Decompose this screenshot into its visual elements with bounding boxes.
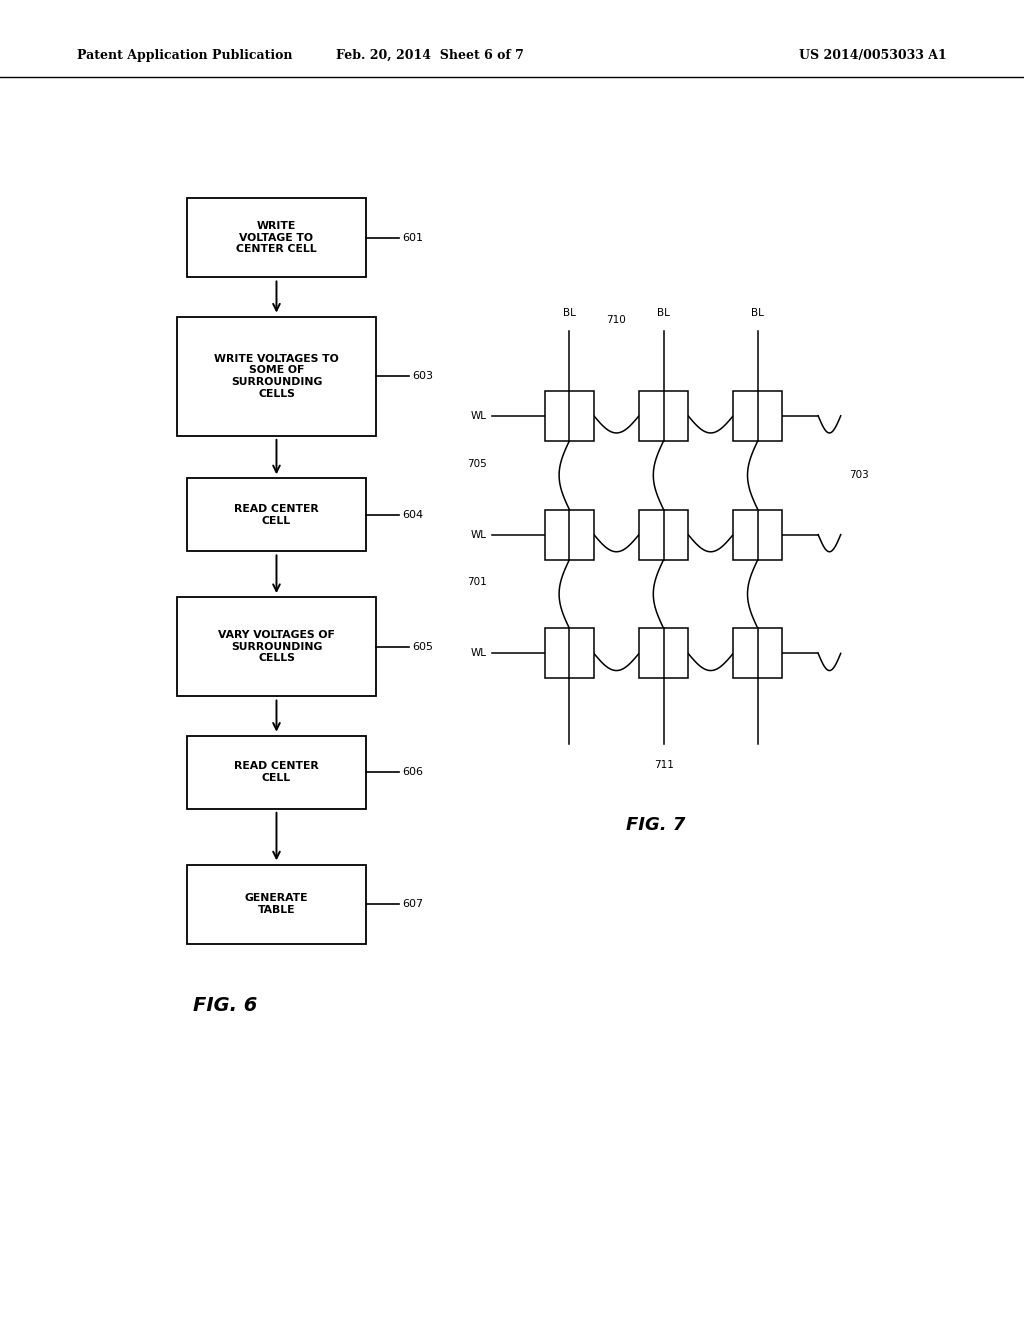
FancyBboxPatch shape bbox=[177, 597, 377, 697]
Text: 711: 711 bbox=[653, 760, 674, 771]
FancyBboxPatch shape bbox=[187, 865, 367, 944]
FancyBboxPatch shape bbox=[545, 628, 594, 678]
Text: FIG. 7: FIG. 7 bbox=[626, 816, 685, 834]
Text: 606: 606 bbox=[402, 767, 423, 777]
Text: WL: WL bbox=[470, 529, 486, 540]
Text: 604: 604 bbox=[402, 510, 423, 520]
Text: Patent Application Publication: Patent Application Publication bbox=[77, 49, 292, 62]
Text: 710: 710 bbox=[606, 314, 627, 325]
Text: 601: 601 bbox=[402, 232, 423, 243]
Text: GENERATE
TABLE: GENERATE TABLE bbox=[245, 894, 308, 915]
Text: 607: 607 bbox=[402, 899, 423, 909]
Text: VARY VOLTAGES OF
SURROUNDING
CELLS: VARY VOLTAGES OF SURROUNDING CELLS bbox=[218, 630, 335, 664]
Text: 605: 605 bbox=[413, 642, 433, 652]
Text: BL: BL bbox=[752, 308, 764, 318]
FancyBboxPatch shape bbox=[639, 391, 688, 441]
FancyBboxPatch shape bbox=[639, 510, 688, 560]
Text: READ CENTER
CELL: READ CENTER CELL bbox=[234, 504, 318, 525]
Text: FIG. 6: FIG. 6 bbox=[194, 997, 257, 1015]
FancyBboxPatch shape bbox=[187, 737, 367, 808]
Text: BL: BL bbox=[657, 308, 670, 318]
Text: WL: WL bbox=[470, 648, 486, 659]
Text: WRITE
VOLTAGE TO
CENTER CELL: WRITE VOLTAGE TO CENTER CELL bbox=[237, 220, 316, 255]
FancyBboxPatch shape bbox=[187, 198, 367, 277]
FancyBboxPatch shape bbox=[545, 391, 594, 441]
Text: WRITE VOLTAGES TO
SOME OF
SURROUNDING
CELLS: WRITE VOLTAGES TO SOME OF SURROUNDING CE… bbox=[214, 354, 339, 399]
FancyBboxPatch shape bbox=[177, 317, 377, 436]
FancyBboxPatch shape bbox=[733, 628, 782, 678]
Text: 703: 703 bbox=[849, 470, 868, 480]
Text: WL: WL bbox=[470, 411, 486, 421]
Text: US 2014/0053033 A1: US 2014/0053033 A1 bbox=[799, 49, 946, 62]
FancyBboxPatch shape bbox=[733, 510, 782, 560]
FancyBboxPatch shape bbox=[639, 628, 688, 678]
Text: READ CENTER
CELL: READ CENTER CELL bbox=[234, 762, 318, 783]
FancyBboxPatch shape bbox=[187, 478, 367, 552]
Text: 705: 705 bbox=[467, 458, 486, 469]
Text: Feb. 20, 2014  Sheet 6 of 7: Feb. 20, 2014 Sheet 6 of 7 bbox=[336, 49, 524, 62]
FancyBboxPatch shape bbox=[545, 510, 594, 560]
Text: 603: 603 bbox=[413, 371, 433, 381]
Text: BL: BL bbox=[563, 308, 575, 318]
Text: 701: 701 bbox=[467, 577, 486, 587]
FancyBboxPatch shape bbox=[733, 391, 782, 441]
